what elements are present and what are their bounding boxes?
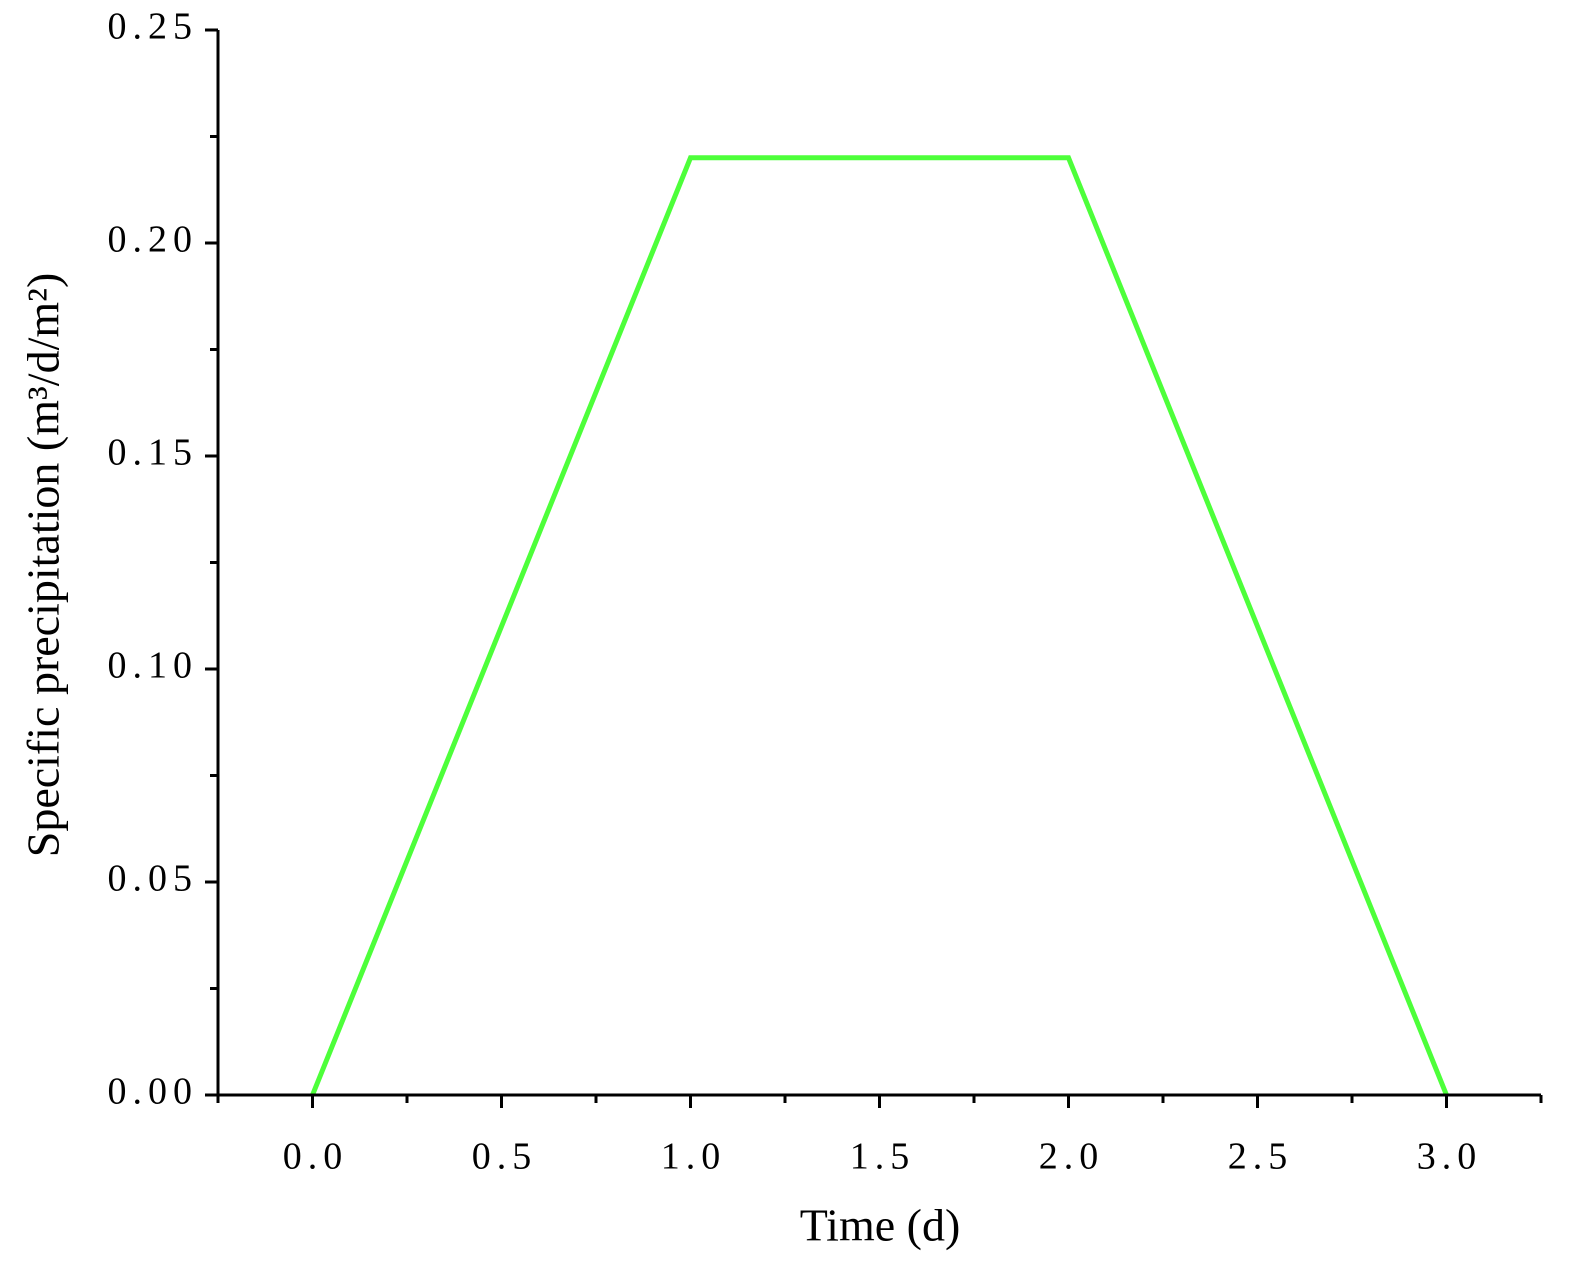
x-tick-label: 0.0 <box>283 1136 349 1178</box>
y-axis-title: Specific precipitation (m³/d/m²) <box>18 273 69 858</box>
data-line <box>310 155 1449 1096</box>
x-tick-label: 2.0 <box>1039 1136 1105 1178</box>
x-tick-label: 2.5 <box>1228 1136 1294 1178</box>
x-tick-label: 3.0 <box>1417 1136 1483 1178</box>
y-tick-label: 0.10 <box>108 645 199 687</box>
y-tick-label: 0.00 <box>108 1071 199 1113</box>
y-tick-label: 0.05 <box>108 858 199 900</box>
y-tick-label: 0.15 <box>108 432 199 474</box>
x-tick-label: 1.0 <box>661 1136 727 1178</box>
x-tick-label: 0.5 <box>472 1136 538 1178</box>
y-tick-label: 0.25 <box>108 6 199 48</box>
x-tick-label: 1.5 <box>850 1136 916 1178</box>
x-axis-title: Time (d) <box>800 1200 961 1251</box>
y-tick-label: 0.20 <box>108 219 199 261</box>
